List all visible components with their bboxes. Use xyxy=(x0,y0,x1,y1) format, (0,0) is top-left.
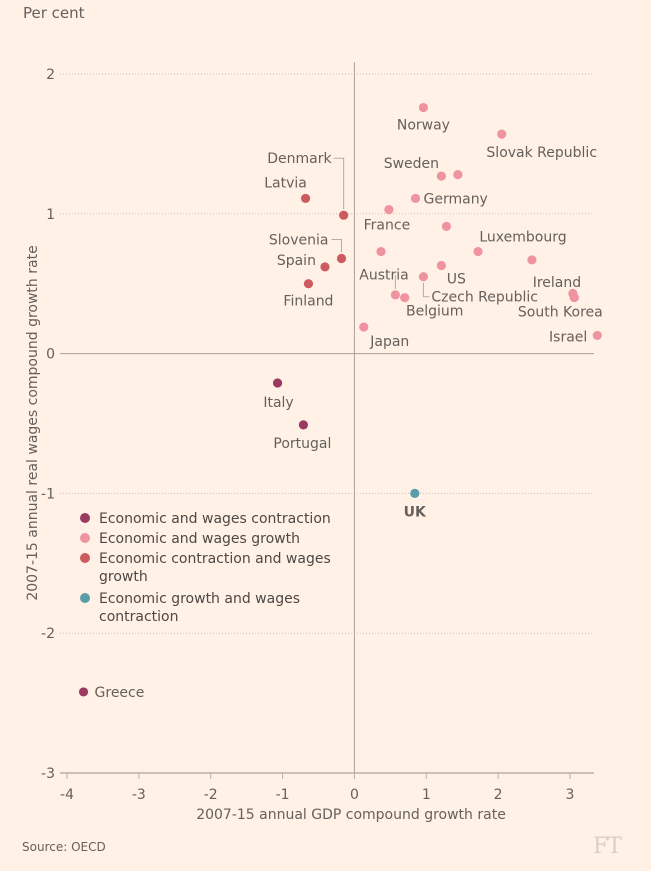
legend-swatch xyxy=(80,513,90,523)
legend-swatch xyxy=(80,593,90,603)
point-labels: Norway Slovak Republic Sweden Germany France… xyxy=(95,118,603,701)
point-slovak-republic xyxy=(497,129,507,139)
connector-slovenia xyxy=(331,239,342,253)
point-label: Norway xyxy=(397,118,450,134)
point-label: Japan xyxy=(369,334,409,350)
point-sweden xyxy=(436,171,446,181)
point-denmark xyxy=(339,210,349,220)
point-ireland xyxy=(527,255,537,265)
ft-logo: FT xyxy=(593,834,622,859)
point-label: Germany xyxy=(424,191,488,207)
x-tick-label: -2 xyxy=(204,787,218,803)
legend-item: Economic and wages contraction xyxy=(80,511,331,527)
label-connectors xyxy=(331,157,430,298)
x-tick-label: -4 xyxy=(60,787,74,803)
x-tick-label: -3 xyxy=(132,787,146,803)
point-label: Italy xyxy=(263,395,293,411)
point-uk xyxy=(410,488,420,498)
point-label: Ireland xyxy=(533,275,581,291)
point-belgium xyxy=(400,293,410,303)
point-label: Sweden xyxy=(384,156,439,172)
data-points xyxy=(78,102,602,697)
point-label: UK xyxy=(404,504,427,520)
point-label: US xyxy=(447,272,466,288)
point-unlabelled xyxy=(441,221,452,231)
connector-denmark xyxy=(333,157,345,210)
point-norway xyxy=(418,102,429,113)
point-us xyxy=(436,260,446,271)
point-label: France xyxy=(364,218,411,234)
point-czech-republic xyxy=(418,272,429,282)
point-luxembourg xyxy=(473,246,483,257)
point-label: Austria xyxy=(359,268,408,284)
point-label: Luxembourg xyxy=(479,230,566,246)
unit-label: Per cent xyxy=(23,4,85,22)
axes: 2 1 0 -1 -2 -3 -4 -3 -2 -1 0 1 2 3 xyxy=(41,67,594,803)
source-note: Source: OECD xyxy=(22,840,106,854)
legend-label: Economic growth and wages xyxy=(99,591,300,607)
point-austria xyxy=(376,246,386,257)
x-axis-title: 2007-15 annual GDP compound growth rate xyxy=(196,807,506,823)
point-finland xyxy=(303,279,314,289)
point-unlabelled xyxy=(390,290,400,300)
point-italy xyxy=(272,378,283,388)
point-spain xyxy=(320,262,330,272)
legend-label: contraction xyxy=(99,609,178,625)
x-tick-label: 3 xyxy=(566,787,575,803)
point-south-korea xyxy=(569,293,579,303)
point-portugal xyxy=(298,420,309,430)
point-france xyxy=(384,205,394,215)
point-latvia xyxy=(300,193,311,204)
legend-swatch xyxy=(80,533,90,543)
legend-swatch xyxy=(80,553,90,563)
point-label: Czech Republic xyxy=(431,290,538,306)
point-slovenia xyxy=(336,253,347,264)
connector-czech xyxy=(422,282,430,298)
y-tick-label: 2 xyxy=(46,67,55,83)
point-label: Belgium xyxy=(406,304,463,320)
x-tick-label: 0 xyxy=(350,787,359,803)
point-germany xyxy=(410,193,421,204)
legend-item: Economic growth and wages contraction xyxy=(80,591,300,625)
point-israel xyxy=(592,330,602,341)
legend: Economic and wages contraction Economic a… xyxy=(80,511,331,625)
point-label: Latvia xyxy=(264,175,307,191)
x-tick-label: 1 xyxy=(422,787,431,803)
y-tick-label: -2 xyxy=(41,626,55,642)
point-label: Finland xyxy=(283,294,333,310)
point-label: South Korea xyxy=(518,305,603,321)
y-tick-label: 1 xyxy=(46,207,55,223)
gridlines xyxy=(60,62,594,773)
x-tick-label: 2 xyxy=(494,787,503,803)
y-tick-label: -3 xyxy=(41,766,55,782)
legend-label: growth xyxy=(99,569,148,585)
y-tick-label: 0 xyxy=(46,347,55,363)
point-label: Spain xyxy=(277,253,316,269)
point-greece xyxy=(78,687,89,697)
point-label: Slovenia xyxy=(269,233,329,249)
point-label: Portugal xyxy=(273,436,331,452)
point-label: Denmark xyxy=(267,151,332,167)
point-label: Slovak Republic xyxy=(486,145,597,161)
legend-label: Economic contraction and wages xyxy=(99,551,331,567)
legend-item: Economic and wages growth xyxy=(80,531,300,547)
x-tick-label: -1 xyxy=(276,787,290,803)
legend-label: Economic and wages growth xyxy=(99,531,300,547)
legend-item: Economic contraction and wages growth xyxy=(80,551,331,585)
point-unlabelled xyxy=(453,170,463,180)
y-axis-title: 2007-15 annual real wages compound growt… xyxy=(25,245,41,600)
y-tick-label: -1 xyxy=(41,486,55,502)
point-japan xyxy=(359,322,369,332)
point-label: Greece xyxy=(95,685,145,701)
point-label: Israel xyxy=(549,329,587,345)
legend-label: Economic and wages contraction xyxy=(99,511,331,527)
